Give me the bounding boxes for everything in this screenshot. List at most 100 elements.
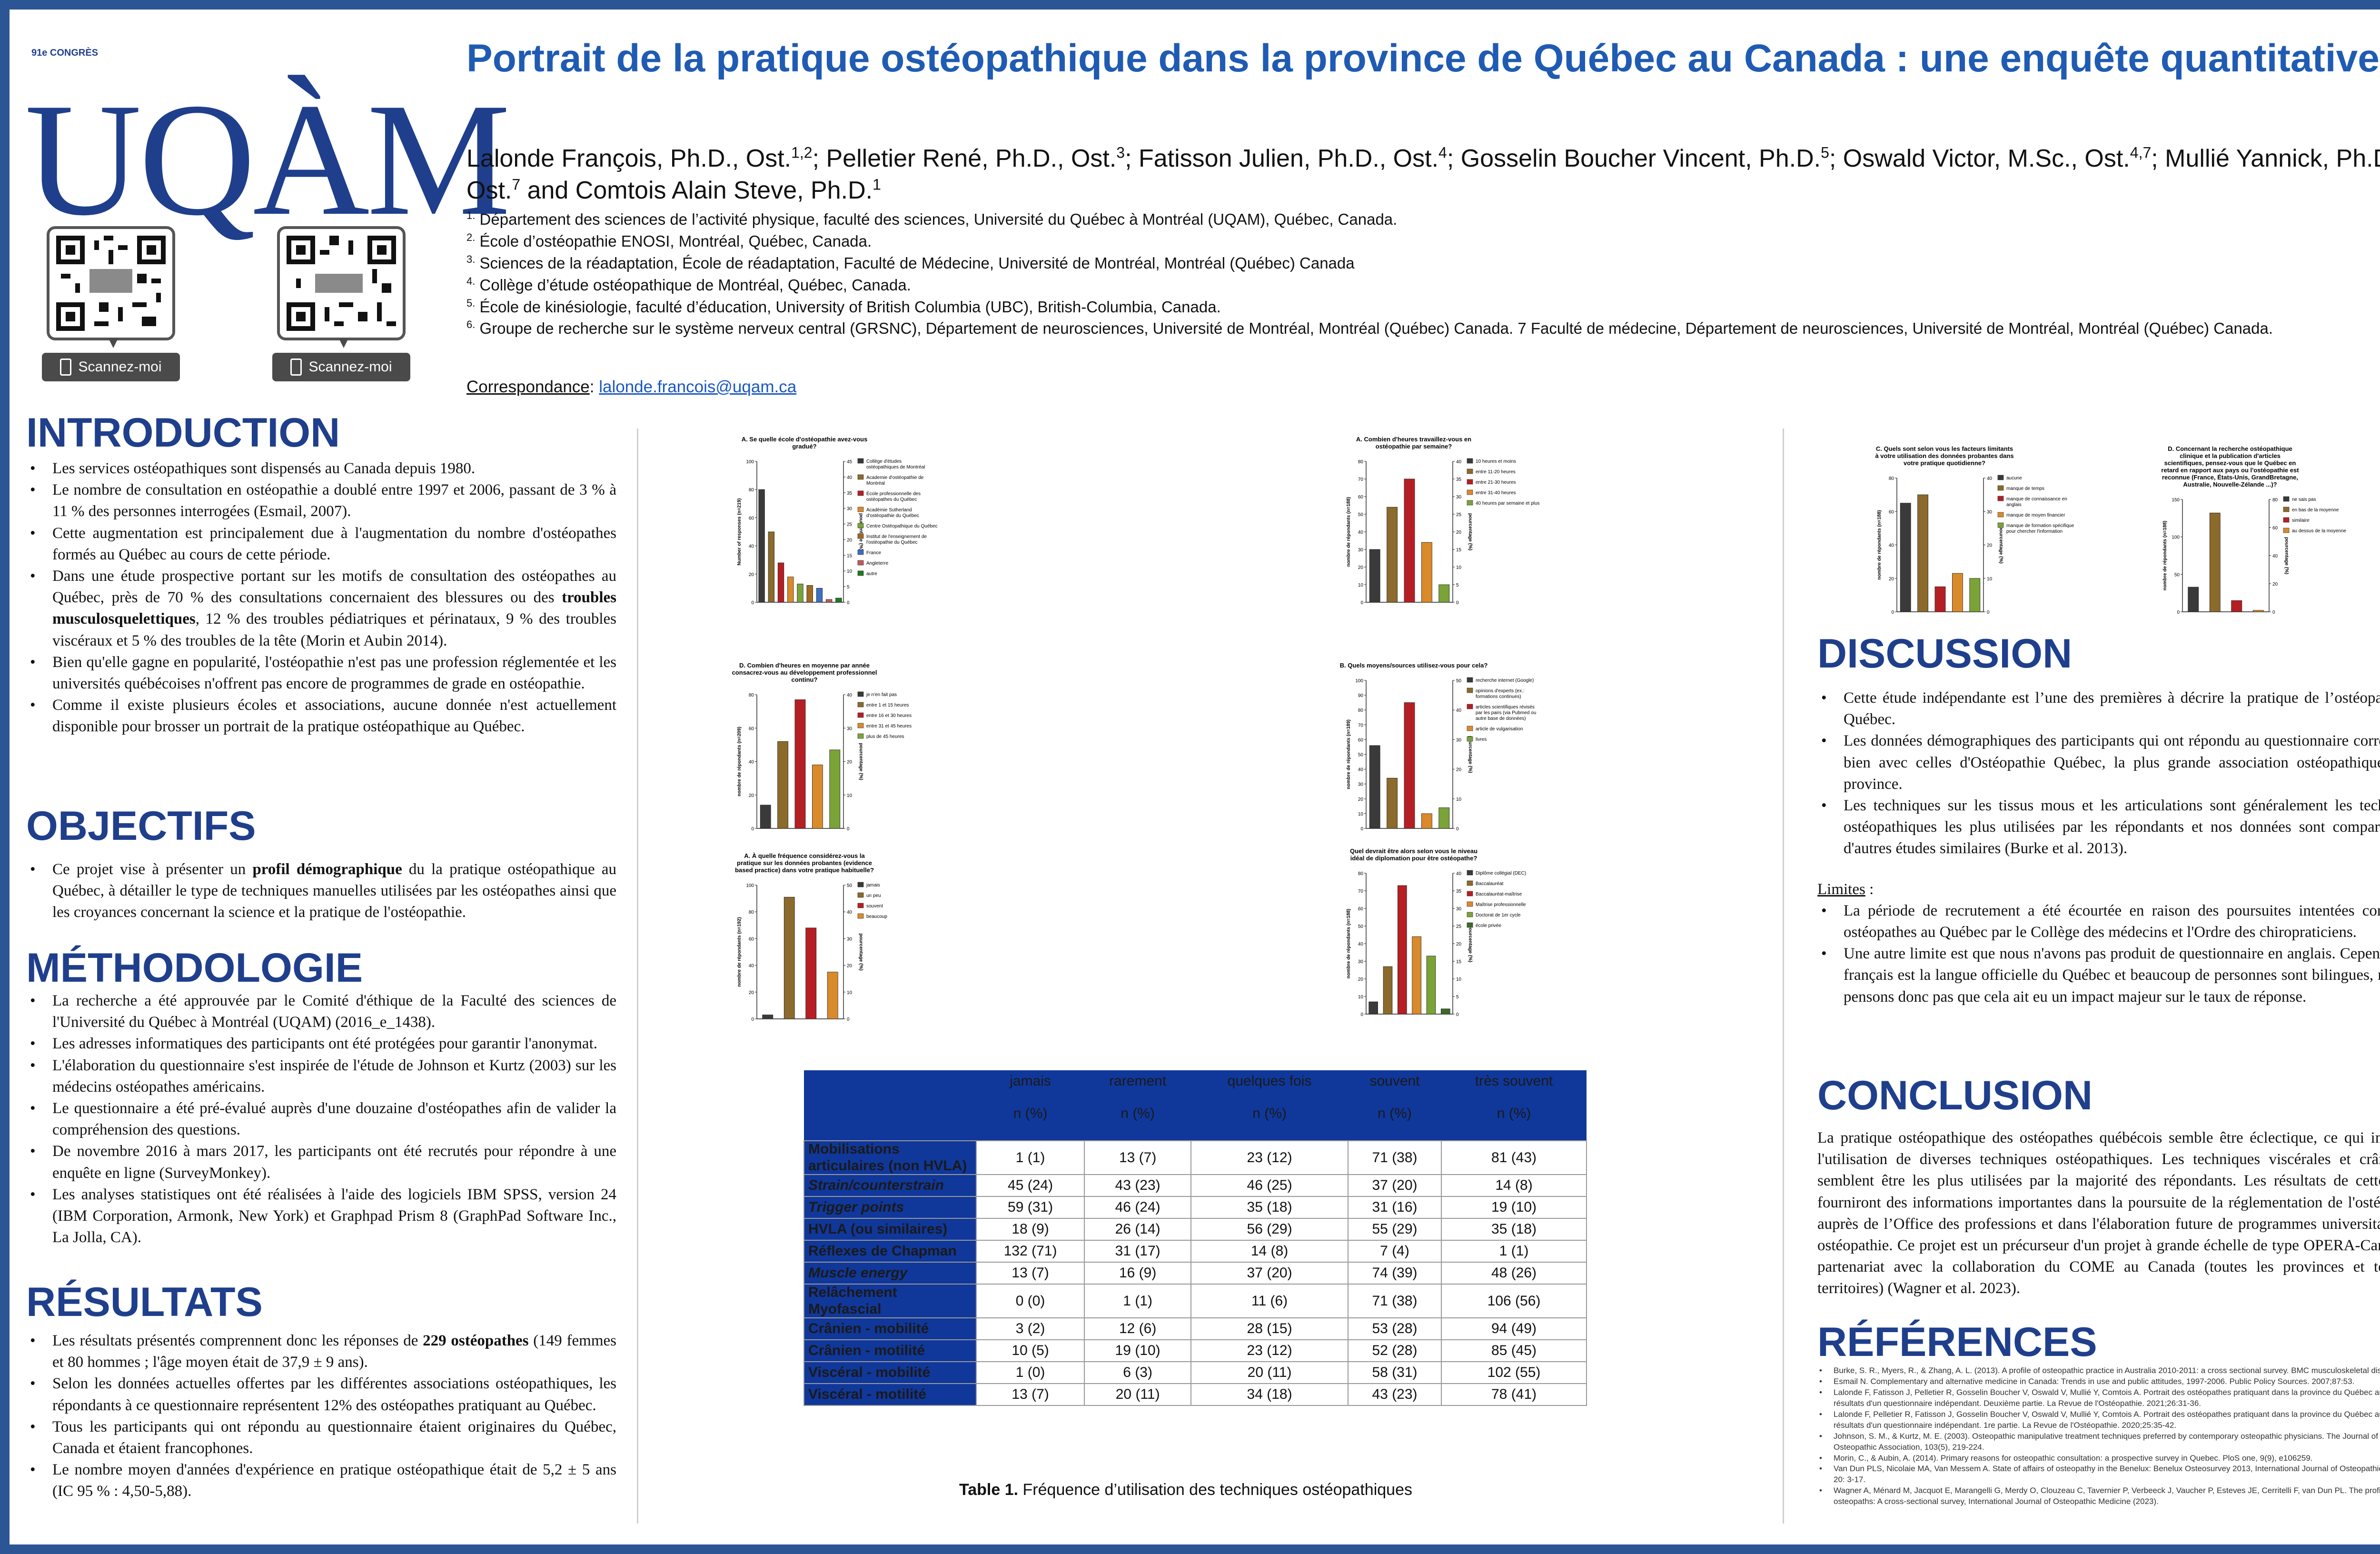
y-axis-label: Number of responses (n=219) — [737, 498, 742, 566]
legend-swatch — [1997, 496, 2004, 501]
chart-title-line: idéal de diplomation pour être ostéopath… — [1350, 855, 1478, 862]
y2-tick-label: 0 — [847, 600, 850, 606]
y2-tick-label: 40 — [2272, 554, 2278, 559]
legend-swatch — [1467, 677, 1473, 683]
bar — [1952, 573, 1963, 612]
table-row-header: Strain/counterstrain — [803, 1174, 977, 1197]
affiliation-list: 1. Département des sciences de l’activit… — [466, 209, 2380, 339]
table-row: Réflexes de Chapman 132 (71) 31 (17) 14 (8)… — [803, 1240, 1587, 1263]
qr-block-2[interactable]: Scannez-moi — [272, 226, 410, 381]
table-cell: 58 (31) — [1347, 1361, 1442, 1384]
bar — [1368, 1001, 1378, 1015]
y-tick-label: 60 — [749, 936, 754, 942]
table-cell: 0 (0) — [975, 1284, 1085, 1318]
y2-tick-label: 60 — [2272, 526, 2278, 531]
legend-swatch — [1997, 522, 2004, 528]
resultats-heading: RÉSULTATS — [26, 1279, 263, 1325]
list-item: Bien qu'elle gagne en popularité, l'osté… — [26, 652, 616, 695]
y-tick-label: 10 — [1358, 812, 1364, 817]
table-cell: 35 (18) — [1190, 1196, 1349, 1219]
bar — [827, 972, 838, 1019]
table-cell: 31 (17) — [1084, 1240, 1192, 1263]
table-row: Trigger points 59 (31) 46 (24) 35 (18) 31 (1… — [803, 1196, 1587, 1219]
y2-tick-label: 0 — [1456, 827, 1459, 832]
chart-limits-svg: C. Quels sont selon vous les facteurs li… — [1875, 445, 2074, 615]
legend-label: article de vulgarisation — [1476, 727, 1523, 732]
qr-caption-2: Scannez-moi — [272, 353, 410, 381]
legend-label: manque de moyen financier — [2006, 513, 2065, 518]
y-tick-label: 80 — [749, 488, 754, 493]
y-tick-label: 60 — [1358, 737, 1364, 743]
table-cell: 3 (2) — [975, 1317, 1085, 1340]
y2-axis-label: pourcentage (%) — [858, 743, 863, 780]
affiliation-item: 3. Sciences de la réadaptation, École de… — [466, 253, 1355, 272]
y-tick-label: 60 — [1358, 495, 1364, 500]
bar — [812, 765, 823, 829]
table-row-header: Crânien - mobilité — [803, 1317, 977, 1340]
table-cell: 7 (4) — [1347, 1240, 1442, 1263]
legend-label: ne sais pas — [2292, 497, 2316, 502]
legend-swatch — [2283, 496, 2290, 502]
author-name: Pelletier René, Ph.D., Ost. — [826, 145, 1117, 172]
bar — [777, 562, 784, 603]
y2-tick-label: 0 — [1987, 610, 1990, 615]
chart-title-line: votre pratique quotidienne? — [1904, 459, 1985, 467]
y2-tick-label: 40 — [847, 693, 853, 698]
qr-code-icon[interactable] — [277, 226, 406, 340]
legend-swatch — [857, 691, 864, 697]
chart-title-line: consacrez-vous au développement professi… — [732, 669, 877, 676]
author-affiliation-number: 4,7 — [2130, 144, 2152, 161]
bar — [1917, 494, 1928, 612]
bar — [768, 531, 775, 603]
author-name: Lalonde François, Ph.D., Ost. — [466, 145, 792, 172]
y2-tick-label: 0 — [1456, 600, 1459, 606]
legend-label: Baccalauréat — [1476, 881, 1504, 887]
qr-code-icon[interactable] — [47, 226, 175, 340]
affiliation-item: 5. École de kinésiologie, faculté d’éduc… — [466, 297, 1221, 316]
table-column-header: très souvent n (%) — [1441, 1070, 1587, 1141]
y2-tick-label: 50 — [1456, 678, 1462, 684]
affiliation-item: 2. École d’ostéopathie ENOSI, Montréal, … — [466, 231, 872, 250]
legend-label: école privée — [1476, 923, 1501, 928]
correspondence-email-link[interactable]: lalonde.francois@uqam.ca — [599, 378, 797, 396]
y-tick-label: 40 — [1358, 530, 1364, 535]
table-cell: 106 (56) — [1441, 1284, 1587, 1318]
table-cell: 53 (28) — [1347, 1317, 1442, 1340]
y2-tick-label: 5 — [1456, 995, 1459, 1000]
table-cell: 18 (9) — [975, 1218, 1085, 1241]
bar — [1421, 813, 1432, 829]
y-tick-label: 60 — [1889, 509, 1894, 515]
chart-title-line: reconnue (France, États-Unis, GrandBreta… — [2162, 474, 2298, 481]
y-axis-label: nombre de répondants (n=188) — [1877, 510, 1882, 579]
table-cell: 16 (9) — [1084, 1262, 1192, 1285]
legend-swatch — [857, 507, 864, 512]
qr-caption-1: Scannez-moi — [42, 353, 180, 381]
list-item: Les services ostéopathiques sont dispens… — [26, 458, 616, 479]
bar — [1387, 777, 1398, 829]
table-row: HVLA (ou similaires) 18 (9) 26 (14) 56 (29)… — [803, 1218, 1587, 1241]
legend-swatch — [1467, 479, 1473, 485]
legend-label: 10 heures et moins — [1476, 459, 1516, 464]
chart-title-line: A. À quelle fréquence considérez-vous la — [744, 852, 865, 859]
chart-title-line: pratique sur les données probantes (evid… — [737, 859, 872, 867]
legend-label: Centre Ostéopathique du Québec — [866, 524, 938, 529]
legend-label: Académie Sutherland — [866, 508, 912, 513]
bar — [758, 489, 765, 603]
table-cell: 23 (12) — [1190, 1140, 1349, 1175]
y-tick-label: 60 — [749, 516, 754, 521]
legend-label: similaire — [2292, 518, 2310, 523]
y-tick-label: 0 — [751, 827, 754, 832]
list-item: La période de recrutement a été écourtée… — [1817, 900, 2380, 943]
bar — [825, 599, 833, 603]
y2-tick-label: 20 — [1456, 530, 1462, 535]
y-tick-label: 100 — [1355, 678, 1363, 684]
y-tick-label: 20 — [749, 572, 754, 578]
y2-axis-label: pourcentage (%) — [1468, 513, 1473, 550]
table-cell: 71 (38) — [1347, 1284, 1442, 1318]
introduction-heading: INTRODUCTION — [26, 410, 340, 456]
bar — [797, 584, 803, 603]
qr-block-1[interactable]: Scannez-moi — [42, 226, 180, 381]
chart-title-line: C. Quels sont selon vous les facteurs li… — [1876, 445, 2013, 452]
y2-tick-label: 40 — [1456, 459, 1462, 465]
legend-label: opinions d'experts (ex.: — [1476, 688, 1525, 694]
